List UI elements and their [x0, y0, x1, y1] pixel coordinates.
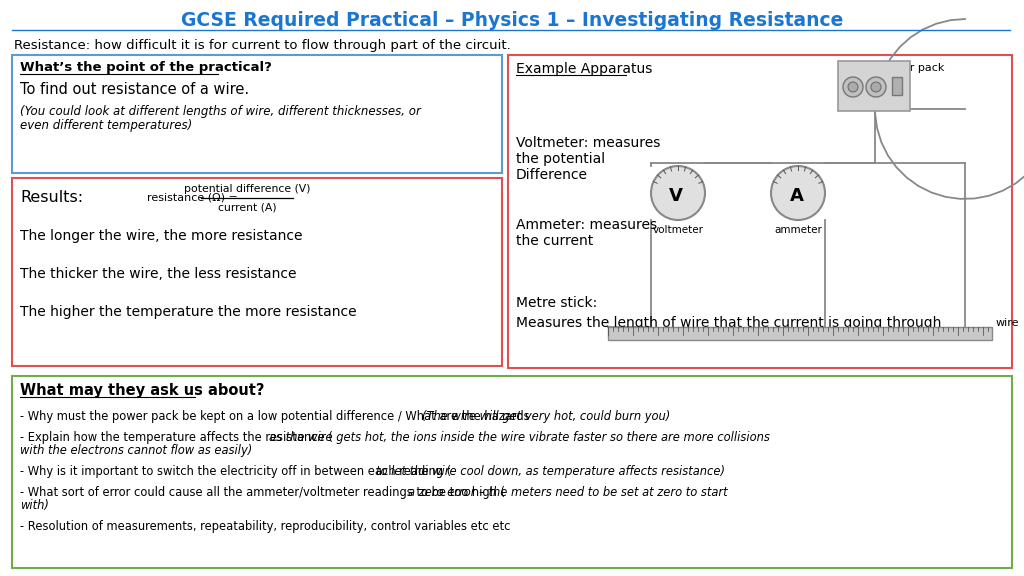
Text: even different temperatures): even different temperatures) [20, 119, 193, 132]
Text: The thicker the wire, the less resistance: The thicker the wire, the less resistanc… [20, 267, 297, 281]
Circle shape [651, 166, 705, 220]
Text: current (A): current (A) [218, 203, 276, 213]
Text: What’s the point of the practical?: What’s the point of the practical? [20, 62, 272, 74]
Text: as the wire gets hot, the ions inside the wire vibrate faster so there are more : as the wire gets hot, the ions inside th… [269, 431, 770, 444]
Circle shape [871, 82, 881, 92]
FancyBboxPatch shape [838, 61, 910, 111]
Text: Measures the length of wire that the current is going through: Measures the length of wire that the cur… [516, 316, 941, 330]
Text: Ammeter: measures: Ammeter: measures [516, 218, 657, 232]
Text: - Explain how the temperature affects the resistance (: - Explain how the temperature affects th… [20, 431, 333, 444]
Text: Difference: Difference [516, 168, 588, 182]
Text: Results:: Results: [20, 191, 83, 206]
Text: (You could look at different lengths of wire, different thicknesses, or: (You could look at different lengths of … [20, 105, 421, 119]
Text: resistance (Ω) =: resistance (Ω) = [147, 193, 238, 203]
Text: - Why must the power pack be kept on a low potential difference / What are the h: - Why must the power pack be kept on a l… [20, 410, 534, 423]
Text: (The wire will get very hot, could burn you): (The wire will get very hot, could burn … [422, 410, 670, 423]
FancyBboxPatch shape [12, 178, 502, 366]
Text: V: V [669, 187, 683, 205]
Text: The higher the temperature the more resistance: The higher the temperature the more resi… [20, 305, 356, 319]
Text: Voltmeter: measures: Voltmeter: measures [516, 136, 660, 150]
Text: - Why is it important to switch the electricity off in between each reading (: - Why is it important to switch the elec… [20, 465, 452, 478]
Text: to let the wire cool down, as temperature affects resistance): to let the wire cool down, as temperatur… [376, 465, 725, 478]
FancyBboxPatch shape [608, 327, 992, 340]
Text: - What sort of error could cause all the ammeter/voltmeter readings to be too hi: - What sort of error could cause all the… [20, 486, 505, 499]
Text: power pack: power pack [880, 63, 944, 73]
FancyBboxPatch shape [508, 55, 1012, 368]
Text: Metre stick:: Metre stick: [516, 296, 597, 310]
Text: wire: wire [996, 318, 1020, 328]
Text: Resistance: how difficult it is for current to flow through part of the circuit.: Resistance: how difficult it is for curr… [14, 40, 511, 52]
Circle shape [843, 77, 863, 97]
Bar [892, 77, 902, 95]
Text: Example Apparatus: Example Apparatus [516, 62, 652, 76]
Text: the current: the current [516, 234, 593, 248]
FancyBboxPatch shape [12, 55, 502, 173]
Text: The longer the wire, the more resistance: The longer the wire, the more resistance [20, 229, 302, 243]
Text: A: A [791, 187, 804, 205]
Text: the potential: the potential [516, 152, 605, 166]
Circle shape [848, 82, 858, 92]
FancyBboxPatch shape [12, 376, 1012, 568]
Text: with): with) [20, 499, 49, 512]
Text: potential difference (V): potential difference (V) [183, 184, 310, 194]
Text: To find out resistance of a wire.: To find out resistance of a wire. [20, 82, 249, 97]
Text: ammeter: ammeter [774, 225, 822, 235]
Text: - Resolution of measurements, repeatability, reproducibility, control variables : - Resolution of measurements, repeatabil… [20, 520, 511, 533]
Circle shape [771, 166, 825, 220]
Circle shape [866, 77, 886, 97]
Text: What may they ask us about?: What may they ask us about? [20, 384, 264, 399]
Text: a zero error – the meters need to be set at zero to start: a zero error – the meters need to be set… [409, 486, 728, 499]
Text: GCSE Required Practical – Physics 1 – Investigating Resistance: GCSE Required Practical – Physics 1 – In… [181, 10, 843, 29]
Text: voltmeter: voltmeter [652, 225, 703, 235]
Text: with the electrons cannot flow as easily): with the electrons cannot flow as easily… [20, 444, 252, 457]
